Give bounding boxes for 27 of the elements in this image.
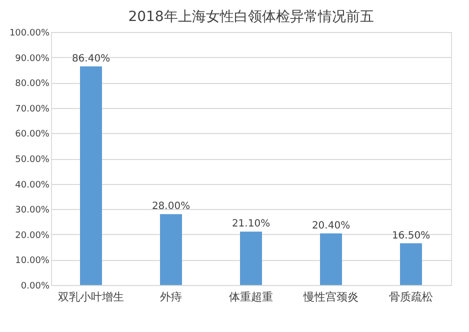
- bar: [80, 66, 102, 285]
- data-label: 16.50%: [392, 230, 430, 242]
- y-tick-label: 70.00%: [15, 104, 50, 114]
- y-tick-label: 10.00%: [15, 256, 50, 266]
- bar: [400, 243, 422, 285]
- y-tick-label: 80.00%: [15, 79, 50, 90]
- x-tick-label: 外痔: [160, 290, 182, 304]
- y-tick-label: 100.00%: [9, 28, 50, 38]
- x-tick-label: 双乳小叶增生: [58, 290, 124, 304]
- data-label: 20.40%: [312, 220, 350, 232]
- x-tick-label: 体重超重: [229, 290, 273, 304]
- bar: [160, 214, 182, 285]
- y-tick-label: 40.00%: [15, 180, 50, 190]
- data-label: 28.00%: [152, 201, 190, 212]
- y-tick-label: 60.00%: [15, 130, 50, 140]
- data-label: 86.40%: [72, 53, 110, 64]
- x-tick-label: 骨质疏松: [389, 290, 433, 304]
- y-tick-label: 0.00%: [20, 282, 50, 292]
- y-tick-label: 20.00%: [15, 230, 50, 241]
- y-tick-label: 90.00%: [15, 54, 50, 64]
- y-tick-label: 50.00%: [15, 155, 50, 165]
- y-tick-label: 30.00%: [15, 206, 50, 216]
- data-label: 21.10%: [232, 218, 270, 230]
- bar: [240, 232, 262, 285]
- chart-title: 2018年上海女性白领体检异常情况前五: [128, 9, 374, 25]
- x-tick-label: 慢性宫颈炎: [302, 290, 358, 304]
- bar: [320, 233, 342, 285]
